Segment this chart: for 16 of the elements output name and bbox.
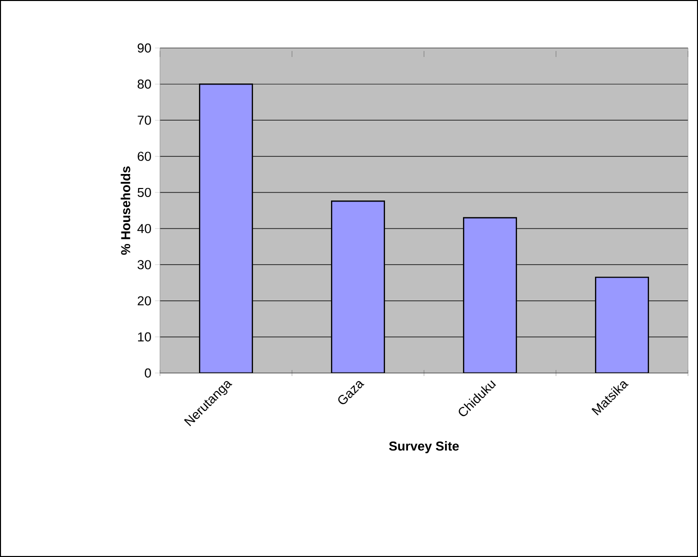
y-tick-label: 70 — [138, 116, 151, 125]
bar — [463, 217, 517, 373]
y-axis-title: % Households — [120, 166, 130, 255]
y-tick-label: 60 — [138, 152, 151, 161]
y-tick-label: 10 — [138, 332, 151, 342]
y-tick-label: 90 — [138, 43, 151, 53]
y-tick-label: 30 — [138, 260, 151, 270]
y-tick-label: 80 — [138, 80, 151, 89]
bar — [595, 276, 649, 373]
y-tick-label: 50 — [138, 188, 151, 198]
bar — [199, 84, 253, 373]
y-tick-label: 0 — [144, 368, 151, 378]
bar — [331, 200, 385, 373]
y-tick-label: 40 — [137, 224, 151, 234]
x-axis-title: Survey Site — [389, 441, 459, 454]
y-tick-label: 20 — [138, 296, 151, 306]
